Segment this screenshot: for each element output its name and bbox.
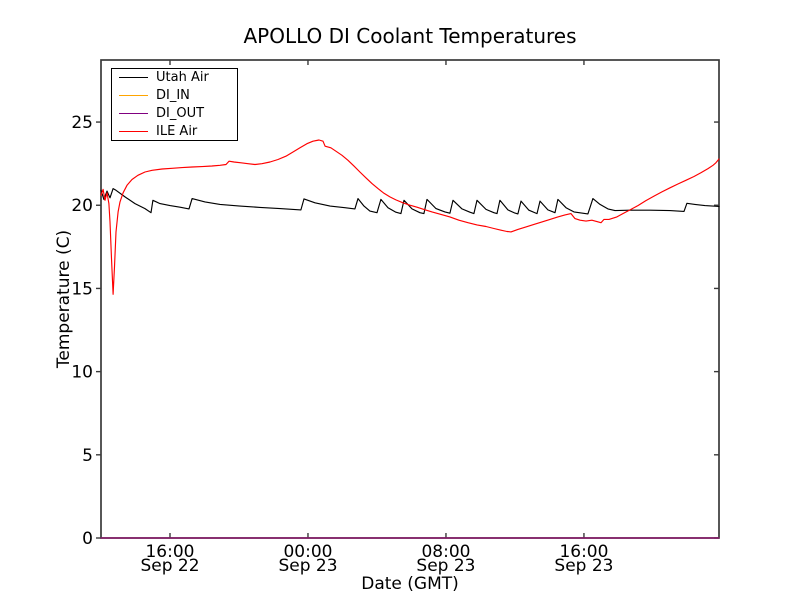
y-axis-label: Temperature (C) [54,229,74,369]
legend-line-sample-utah-air [119,77,148,79]
legend-label-ile-air: ILE Air [156,123,198,139]
x-tick-time-label: 16:00 [559,542,608,562]
legend-line-sample-di-in [119,95,148,97]
x-tick-date-label: Sep 23 [278,556,337,576]
legend-line-sample-ile-air [119,130,148,132]
legend-item-di-in: DI_IN [112,88,237,103]
x-tick-date-label: Sep 23 [554,556,613,576]
y-tick-label: 5 [82,446,93,466]
x-tick-time-label: 08:00 [421,542,470,562]
series-line-utah-air [100,188,720,215]
x-tick-date-label: Sep 23 [416,556,475,576]
y-tick-label: 15 [71,279,93,299]
x-axis-label: Date (GMT) [361,574,459,594]
y-tick-label: 10 [71,363,93,383]
legend-line-sample-di-out [119,112,148,114]
series-line-ile-air [100,139,720,295]
legend-item-ile-air: ILE Air [112,124,237,139]
legend-item-utah-air: Utah Air [112,70,237,85]
x-tick-date-label: Sep 22 [140,556,199,576]
y-tick-label: 0 [82,529,93,549]
legend-label-utah-air: Utah Air [156,70,209,86]
legend-box: Utah Air DI_IN DI_OUT ILE Air [111,68,238,141]
y-tick-label: 20 [71,196,93,216]
legend-label-di-in: DI_IN [156,88,190,104]
x-tick-time-label: 00:00 [283,542,332,562]
y-tick-label: 25 [71,113,93,133]
legend-item-di-out: DI_OUT [112,106,237,121]
chart-title: APOLLO DI Coolant Temperatures [243,24,577,48]
legend-label-di-out: DI_OUT [156,105,205,121]
x-tick-time-label: 16:00 [145,542,194,562]
